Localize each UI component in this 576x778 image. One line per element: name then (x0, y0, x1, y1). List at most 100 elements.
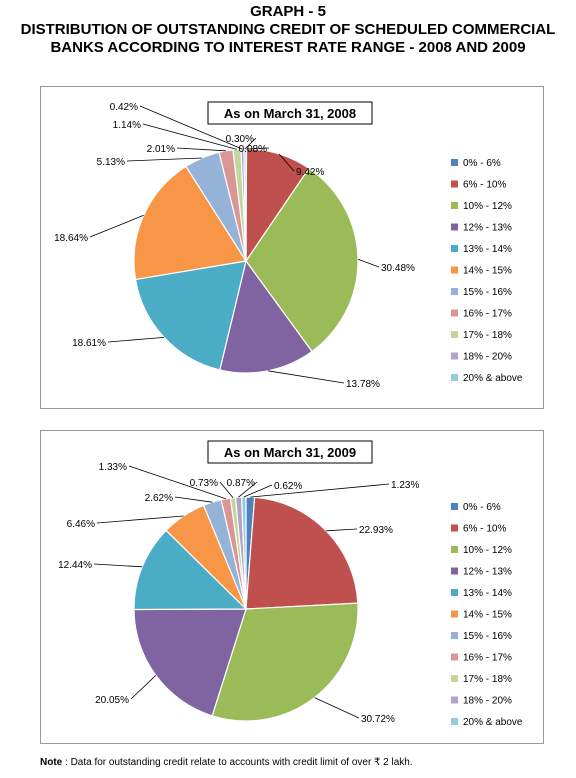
legend-label: 13% - 14% (463, 588, 512, 599)
pie-slice-12-13- (219, 259, 313, 374)
footnote-label: Note (40, 757, 63, 768)
legend-label: 12% - 13% (463, 567, 512, 578)
data-label: 13.78% (346, 379, 380, 390)
legend-swatch (451, 352, 458, 360)
legend-label: 6% - 10% (463, 524, 506, 535)
data-label: 20.05% (95, 695, 129, 706)
chart-panel-2008: As on March 31, 2008 0.08% 9.42% 30.48% 13.7… (40, 86, 544, 409)
legend-swatch (451, 180, 458, 188)
legend-swatch (451, 266, 458, 274)
svg-text:As on March 31, 2008: As on March 31, 2008 (224, 106, 356, 121)
svg-text:As on March 31, 2009: As on March 31, 2009 (224, 445, 356, 460)
legend-label: 15% - 16% (463, 631, 512, 642)
legend-swatch (451, 159, 458, 166)
pie-chart-2008: As on March 31, 2008 0.08% 9.42% 30.48% 13.7… (54, 101, 523, 390)
legend-swatch (451, 223, 458, 231)
data-label: 30.72% (361, 714, 395, 725)
legend-swatch (451, 589, 458, 596)
data-label: 1.14% (113, 120, 141, 131)
legend-swatch (451, 503, 458, 510)
legend-swatch (451, 524, 458, 532)
data-label: 2.62% (145, 493, 173, 504)
legend-label: 10% - 12% (463, 201, 512, 212)
legend-label: 14% - 15% (463, 266, 512, 277)
pie-slice-10-12- (245, 167, 359, 353)
data-label: 0.87% (227, 478, 255, 489)
leader-line (314, 697, 360, 719)
chart-title: As on March 31, 2009 (207, 440, 373, 464)
leader-line (238, 481, 258, 498)
graph-title-line-2: BANKS ACCORDING TO INTEREST RATE RANGE -… (50, 39, 526, 56)
leader-line (107, 337, 165, 343)
legend-label: 14% - 15% (463, 610, 512, 621)
legend-label: 0% - 6% (463, 158, 501, 169)
data-label: 9.42% (296, 167, 324, 178)
pie-slice-13-14- (134, 260, 247, 371)
pie-slice-10-12- (211, 602, 359, 722)
data-label: 22.93% (359, 525, 393, 536)
legend-swatch (451, 331, 458, 338)
legend: 0% - 6% 6% - 10% 10% - 12% 12% - 13% 13% - 1… (451, 158, 523, 384)
data-label: 0.30% (226, 134, 254, 145)
legend-swatch (451, 245, 458, 252)
leader-line (130, 675, 157, 700)
data-label: 0.08% (239, 144, 267, 155)
leader-line (219, 481, 234, 499)
data-label: 0.42% (110, 102, 138, 113)
leader-line (326, 528, 358, 532)
legend-label: 10% - 12% (463, 545, 512, 556)
leader-line (278, 153, 295, 172)
leader-line (96, 515, 184, 524)
legend-label: 12% - 13% (463, 223, 512, 234)
legend-label: 20% & above (463, 373, 523, 384)
legend-label: 17% - 18% (463, 330, 512, 341)
leader-line (128, 465, 226, 500)
legend-label: 0% - 6% (463, 502, 501, 513)
legend-label: 13% - 14% (463, 244, 512, 255)
legend-swatch (451, 202, 458, 209)
data-label: 18.61% (72, 338, 106, 349)
legend-swatch (451, 675, 458, 682)
data-label: 30.48% (381, 263, 415, 274)
leader-line (267, 370, 345, 384)
data-label: 0.62% (274, 481, 302, 492)
legend: 0% - 6% 6% - 10% 10% - 12% 12% - 13% 13% - 1… (451, 502, 523, 728)
legend-label: 16% - 17% (463, 309, 512, 320)
leader-line (142, 123, 238, 150)
chart-panel-2009: As on March 31, 2009 1.23% 22.93% 30.72% 20.… (40, 430, 544, 744)
leader-line (126, 157, 202, 162)
data-label: 12.44% (58, 560, 92, 571)
leader-line (357, 258, 380, 268)
pie-slice-12-13- (133, 608, 247, 717)
graph-number: GRAPH - 5 (250, 3, 326, 20)
leader-line (244, 137, 257, 150)
legend-swatch (451, 567, 458, 575)
leader-line (89, 214, 144, 238)
leader-line (93, 563, 143, 568)
leader-line (176, 147, 226, 152)
graph-title-line-1: DISTRIBUTION OF OUTSTANDING CREDIT OF SC… (20, 21, 556, 38)
data-label: 0.73% (190, 478, 218, 489)
data-label: 6.46% (67, 519, 95, 530)
legend-swatch (451, 696, 458, 704)
legend-swatch (451, 288, 458, 295)
leader-line (243, 484, 273, 498)
legend-label: 18% - 20% (463, 352, 512, 363)
legend-label: 6% - 10% (463, 180, 506, 191)
legend-swatch (451, 610, 458, 618)
legend-label: 16% - 17% (463, 653, 512, 664)
leader-line (246, 147, 270, 150)
footnote: Note : Data for outstanding credit relat… (40, 757, 413, 768)
legend-swatch (451, 374, 458, 381)
pie-slice-14-15- (133, 165, 247, 281)
data-label: 2.01% (147, 144, 175, 155)
legend-swatch (451, 718, 458, 725)
leader-line (174, 496, 213, 503)
leader-line (139, 105, 243, 150)
data-label: 1.33% (99, 462, 127, 473)
legend-label: 15% - 16% (463, 287, 512, 298)
legend-label: 17% - 18% (463, 674, 512, 685)
data-label: 5.13% (97, 157, 125, 168)
footnote-text: : Data for outstanding credit relate to … (62, 757, 413, 768)
leader-line (250, 483, 390, 498)
